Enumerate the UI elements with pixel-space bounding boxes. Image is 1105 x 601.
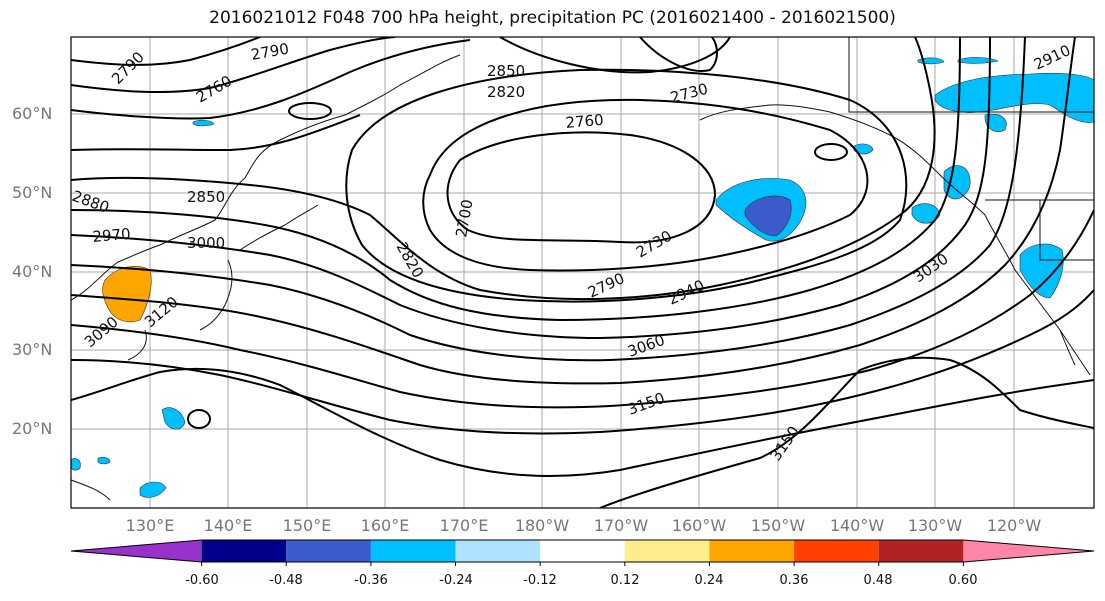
height-contours (71, 37, 1094, 508)
lon-label: 140°W (829, 516, 885, 535)
colorbar-tick-label: -0.36 (354, 573, 388, 588)
lat-label-50n: 50°N (12, 183, 53, 202)
lon-label: 150°E (282, 516, 332, 535)
map-border (70, 36, 1095, 509)
lat-label-20n: 20°N (12, 419, 53, 438)
colorbar-segment (201, 540, 287, 562)
colorbar-tick-label: -0.48 (269, 573, 303, 588)
map-title: 2016021012 F048 700 hPa height, precipit… (209, 8, 896, 28)
colorbar-tick-label: 0.36 (779, 573, 809, 588)
colorbar-tick-label: 0.24 (694, 573, 724, 588)
colorbar-arrow-low (71, 540, 202, 562)
lon-label: 120°W (986, 516, 1042, 535)
coastlines (71, 37, 1094, 501)
colorbar-tick-label: 0.48 (863, 573, 893, 588)
colorbar-segment (286, 540, 371, 562)
lon-label: 130°E (125, 516, 175, 535)
colorbar-segment (540, 540, 625, 562)
colorbar-tick-label: -0.12 (523, 573, 557, 588)
contour-label: 2760 (565, 111, 605, 132)
contour-label: 2850 (187, 188, 225, 206)
lon-label: 180°W (514, 516, 570, 535)
lon-label: 160°W (671, 516, 727, 535)
lon-label: 170°E (439, 516, 489, 535)
lat-label-60n: 60°N (12, 104, 53, 123)
lon-label: 150°W (750, 516, 806, 535)
contour-label: 3000 (187, 234, 225, 252)
lat-label-30n: 30°N (12, 340, 53, 359)
colorbar-segment (794, 540, 879, 562)
lon-label: 160°E (360, 516, 410, 535)
lon-label: 140°E (203, 516, 253, 535)
colorbar-tick-label: -0.60 (185, 573, 219, 588)
colorbar-segment (709, 540, 795, 562)
colorbar-tick-label: 0.60 (948, 573, 978, 588)
lat-label-40n: 40°N (12, 262, 53, 281)
lon-label: 130°W (907, 516, 963, 535)
colorbar-arrow-high (963, 540, 1094, 562)
lon-label: 170°W (593, 516, 649, 535)
colorbar (70, 539, 1095, 566)
precip-shading (71, 57, 1094, 498)
colorbar-segment (878, 540, 964, 562)
contour-label: 2970 (92, 225, 132, 246)
colorbar-segment (370, 540, 456, 562)
colorbar-tick-label: 0.12 (610, 573, 640, 588)
colorbar-segment (624, 540, 710, 562)
contour-label: 2820 (487, 83, 525, 101)
colorbar-segment (455, 540, 541, 562)
colorbar-tick-label: -0.24 (439, 573, 473, 588)
contour-label: 2850 (487, 62, 525, 80)
